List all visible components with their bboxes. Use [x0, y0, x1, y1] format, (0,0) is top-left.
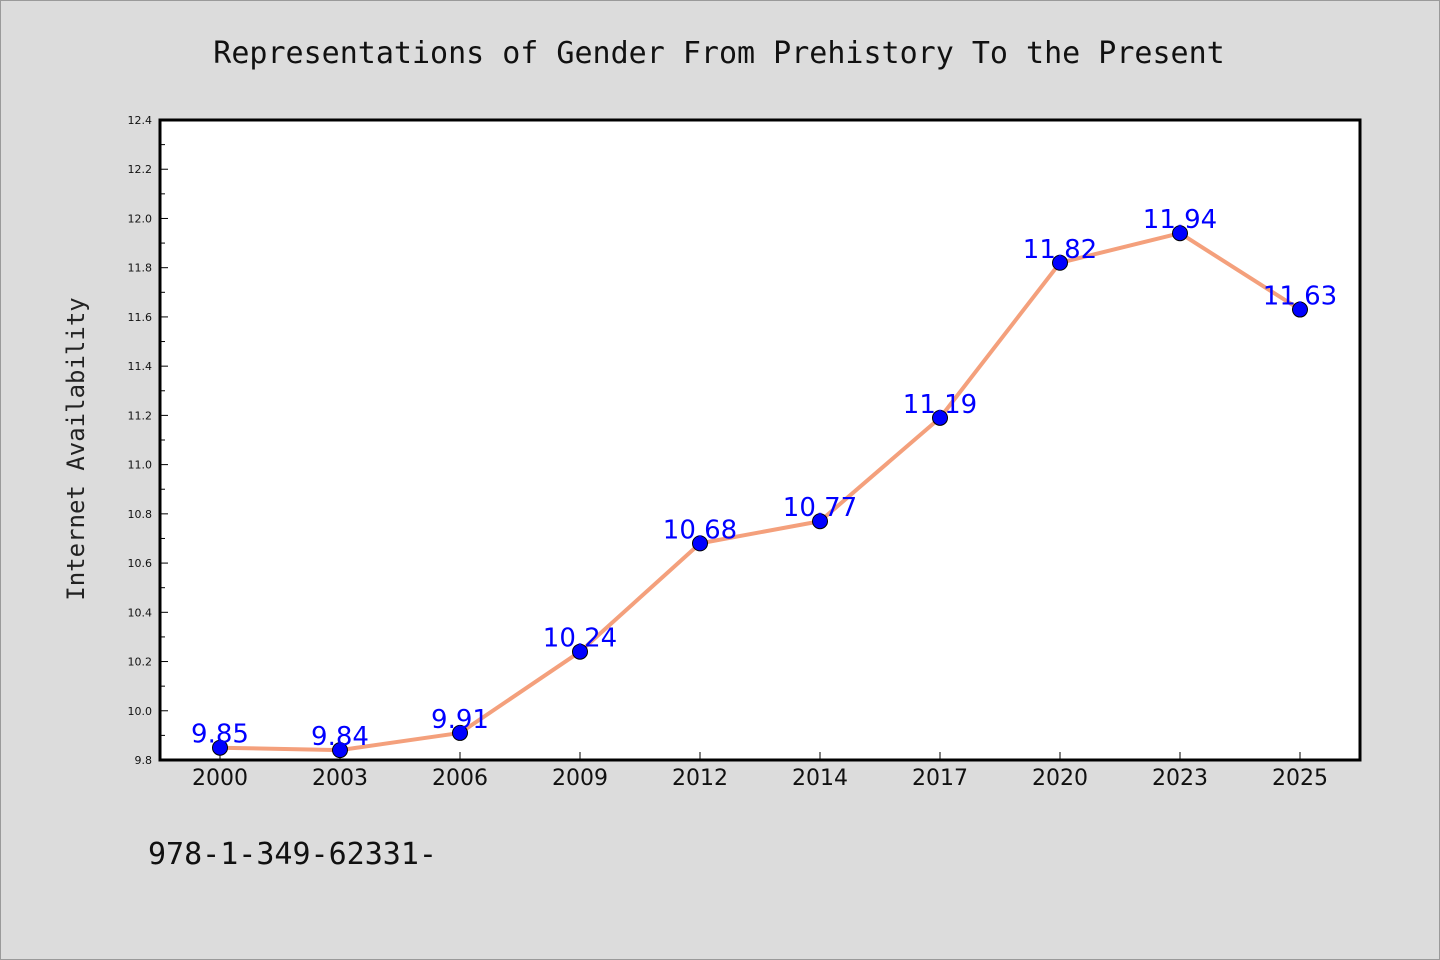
y-axis-ticks: 9.8 10.0 10.2 10.4 10.6 10.8 11.0 11.2 11.4 11.6 1… — [128, 114, 168, 767]
x-axis-ticks: 2000 2003 2006 2009 2012 2014 2017 2020 2023 2025 — [192, 752, 1328, 791]
plot-area — [158, 118, 1362, 762]
data-label: 11.19 — [903, 390, 977, 420]
y-tick-label: 10.6 — [128, 557, 153, 570]
y-tick-label: 11.8 — [128, 262, 153, 275]
x-tick-label: 2012 — [672, 766, 728, 791]
y-tick-label: 11.4 — [128, 360, 153, 373]
data-label: 10.68 — [663, 515, 737, 545]
data-label: 11.94 — [1143, 205, 1217, 235]
data-point-marker — [1292, 301, 1308, 318]
x-tick-label: 2009 — [552, 766, 608, 791]
y-tick-label: 12.2 — [128, 163, 153, 176]
x-tick-label: 2017 — [912, 766, 968, 791]
y-tick-label: 11.6 — [128, 311, 153, 324]
y-tick-label: 12.4 — [128, 114, 153, 127]
data-point-marker — [932, 409, 948, 426]
y-tick-label: 9.8 — [135, 754, 153, 767]
data-point-marker — [212, 739, 228, 756]
y-tick-label: 10.4 — [128, 606, 153, 619]
data-point-marker — [572, 643, 588, 660]
data-point-marker — [332, 742, 348, 759]
x-tick-label: 2003 — [312, 766, 368, 791]
y-tick-label: 10.0 — [128, 705, 153, 718]
data-label: 10.77 — [783, 493, 857, 523]
data-point-marker — [452, 724, 468, 741]
x-tick-label: 2000 — [192, 766, 248, 791]
data-point-marker — [1052, 254, 1068, 271]
series-line — [218, 231, 1302, 753]
footer-isbn-text: 978-1-349-62331- — [148, 837, 437, 872]
data-label: 10.24 — [543, 624, 617, 654]
x-tick-label: 2025 — [1272, 766, 1328, 791]
chart-title: Representations of Gender From Prehistor… — [213, 36, 1224, 71]
y-tick-label: 11.2 — [128, 409, 153, 422]
x-tick-label: 2023 — [1152, 766, 1208, 791]
y-tick-label: 10.8 — [128, 508, 153, 521]
series-group: 9.85 9.84 9.91 10.24 10.68 10.77 11.19 11.82 11.… — [191, 205, 1337, 759]
y-tick-label: 11.0 — [128, 459, 153, 472]
data-label: 9.84 — [311, 722, 369, 752]
data-point-marker — [1172, 225, 1188, 242]
x-tick-label: 2020 — [1032, 766, 1088, 791]
y-axis-label: Internet Availability — [62, 297, 90, 600]
data-point-marker — [692, 535, 708, 552]
data-label: 11.63 — [1263, 282, 1337, 312]
x-tick-label: 2014 — [792, 766, 848, 791]
y-tick-label: 12.0 — [128, 212, 153, 225]
data-point-marker — [812, 513, 828, 530]
y-tick-label: 10.2 — [128, 656, 153, 669]
data-label: 9.91 — [431, 705, 489, 735]
data-label: 11.82 — [1023, 235, 1097, 265]
x-tick-label: 2006 — [432, 766, 488, 791]
data-label: 9.85 — [191, 720, 249, 750]
